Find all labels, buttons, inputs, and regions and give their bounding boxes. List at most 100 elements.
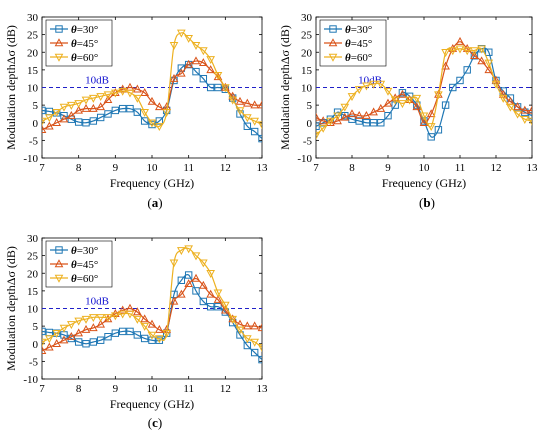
data-point bbox=[82, 119, 90, 127]
data-point bbox=[206, 56, 216, 65]
data-point bbox=[133, 331, 142, 339]
data-point bbox=[118, 310, 128, 319]
data-point bbox=[104, 333, 112, 341]
data-point bbox=[110, 312, 120, 321]
data-point bbox=[354, 86, 364, 95]
data-point bbox=[82, 340, 90, 348]
legend-marker bbox=[55, 25, 63, 33]
data-point bbox=[66, 321, 76, 330]
data-point bbox=[42, 327, 46, 336]
data-point bbox=[243, 122, 252, 130]
data-point bbox=[169, 42, 179, 50]
data-point bbox=[126, 104, 134, 113]
data-point bbox=[448, 47, 458, 56]
x-tick-label: 13 bbox=[257, 383, 269, 395]
data-point bbox=[191, 42, 201, 50]
data-point bbox=[184, 279, 194, 288]
data-point bbox=[250, 321, 260, 330]
data-point bbox=[96, 319, 106, 328]
y-tick-label: -10 bbox=[23, 153, 38, 165]
y-tick-label: 10 bbox=[27, 304, 39, 316]
data-point bbox=[362, 110, 371, 119]
legend-marker bbox=[54, 259, 64, 268]
data-point bbox=[88, 323, 98, 332]
data-point bbox=[257, 323, 262, 332]
x-tick-label: 7 bbox=[313, 162, 319, 174]
data-point bbox=[257, 100, 262, 109]
data-point bbox=[169, 73, 179, 82]
series-group bbox=[316, 36, 532, 141]
series-line-2 bbox=[42, 277, 262, 352]
data-point bbox=[235, 326, 245, 335]
data-point bbox=[89, 338, 98, 346]
data-point bbox=[470, 51, 479, 59]
data-point bbox=[242, 321, 252, 330]
data-point bbox=[228, 315, 238, 324]
data-point bbox=[52, 329, 62, 338]
data-point bbox=[455, 36, 465, 45]
data-point bbox=[206, 303, 215, 311]
y-tick-label: 0 bbox=[33, 339, 39, 351]
data-point bbox=[242, 98, 252, 107]
data-point bbox=[176, 289, 186, 298]
data-point bbox=[176, 68, 186, 77]
data-point bbox=[74, 317, 84, 326]
panel-caption: (c) bbox=[148, 415, 162, 430]
data-point bbox=[154, 102, 164, 111]
y-tick-label: -10 bbox=[297, 153, 312, 165]
data-point bbox=[96, 314, 106, 323]
data-point bbox=[42, 346, 47, 354]
y-tick-label: 10 bbox=[27, 83, 39, 95]
y-tick-label: 25 bbox=[301, 30, 313, 42]
data-point bbox=[412, 94, 422, 103]
data-point bbox=[333, 112, 342, 121]
data-point bbox=[147, 119, 157, 128]
data-point bbox=[103, 95, 113, 104]
data-point bbox=[192, 287, 200, 295]
data-point bbox=[132, 94, 142, 103]
data-point bbox=[118, 305, 128, 314]
data-point bbox=[214, 303, 222, 311]
series-line-1 bbox=[42, 63, 262, 140]
data-point bbox=[42, 125, 47, 133]
data-point bbox=[111, 106, 120, 115]
data-point bbox=[88, 314, 98, 323]
data-point bbox=[391, 101, 399, 109]
data-point bbox=[59, 324, 69, 333]
legend-entry: θ=60° bbox=[345, 52, 372, 64]
y-tick-label: -5 bbox=[29, 356, 39, 368]
data-point bbox=[148, 336, 156, 344]
data-point bbox=[398, 100, 407, 109]
x-axis-label: Frequency (GHz) bbox=[382, 176, 466, 190]
data-point bbox=[316, 112, 321, 121]
data-point bbox=[369, 80, 378, 89]
data-point bbox=[250, 348, 259, 357]
x-tick-label: 9 bbox=[113, 162, 119, 174]
legend-marker bbox=[328, 53, 338, 62]
data-point bbox=[81, 315, 91, 324]
data-point bbox=[206, 83, 215, 92]
data-point bbox=[354, 110, 364, 119]
data-point bbox=[369, 107, 378, 116]
data-point bbox=[426, 123, 436, 132]
panel-caption: (b) bbox=[419, 195, 435, 210]
legend-entry: θ=60° bbox=[71, 52, 98, 64]
data-point bbox=[176, 29, 186, 38]
data-point bbox=[133, 108, 142, 116]
y-axis-label: Modulation depthΔσ (dB) bbox=[278, 25, 292, 150]
x-axis-label: Frequency (GHz) bbox=[110, 176, 194, 190]
data-point bbox=[192, 67, 200, 76]
y-tick-label: 30 bbox=[27, 233, 39, 245]
x-axis-label: Frequency (GHz) bbox=[110, 397, 194, 411]
data-point bbox=[348, 115, 356, 123]
data-point bbox=[118, 87, 128, 96]
panel-caption: (a) bbox=[147, 195, 162, 210]
data-point bbox=[318, 124, 328, 133]
legend-entry: θ=60° bbox=[71, 273, 98, 285]
data-point bbox=[42, 106, 46, 115]
data-point bbox=[456, 76, 464, 85]
data-point bbox=[206, 270, 216, 278]
data-point bbox=[147, 96, 157, 105]
y-tick-label: 5 bbox=[307, 100, 313, 112]
data-point bbox=[147, 331, 157, 340]
